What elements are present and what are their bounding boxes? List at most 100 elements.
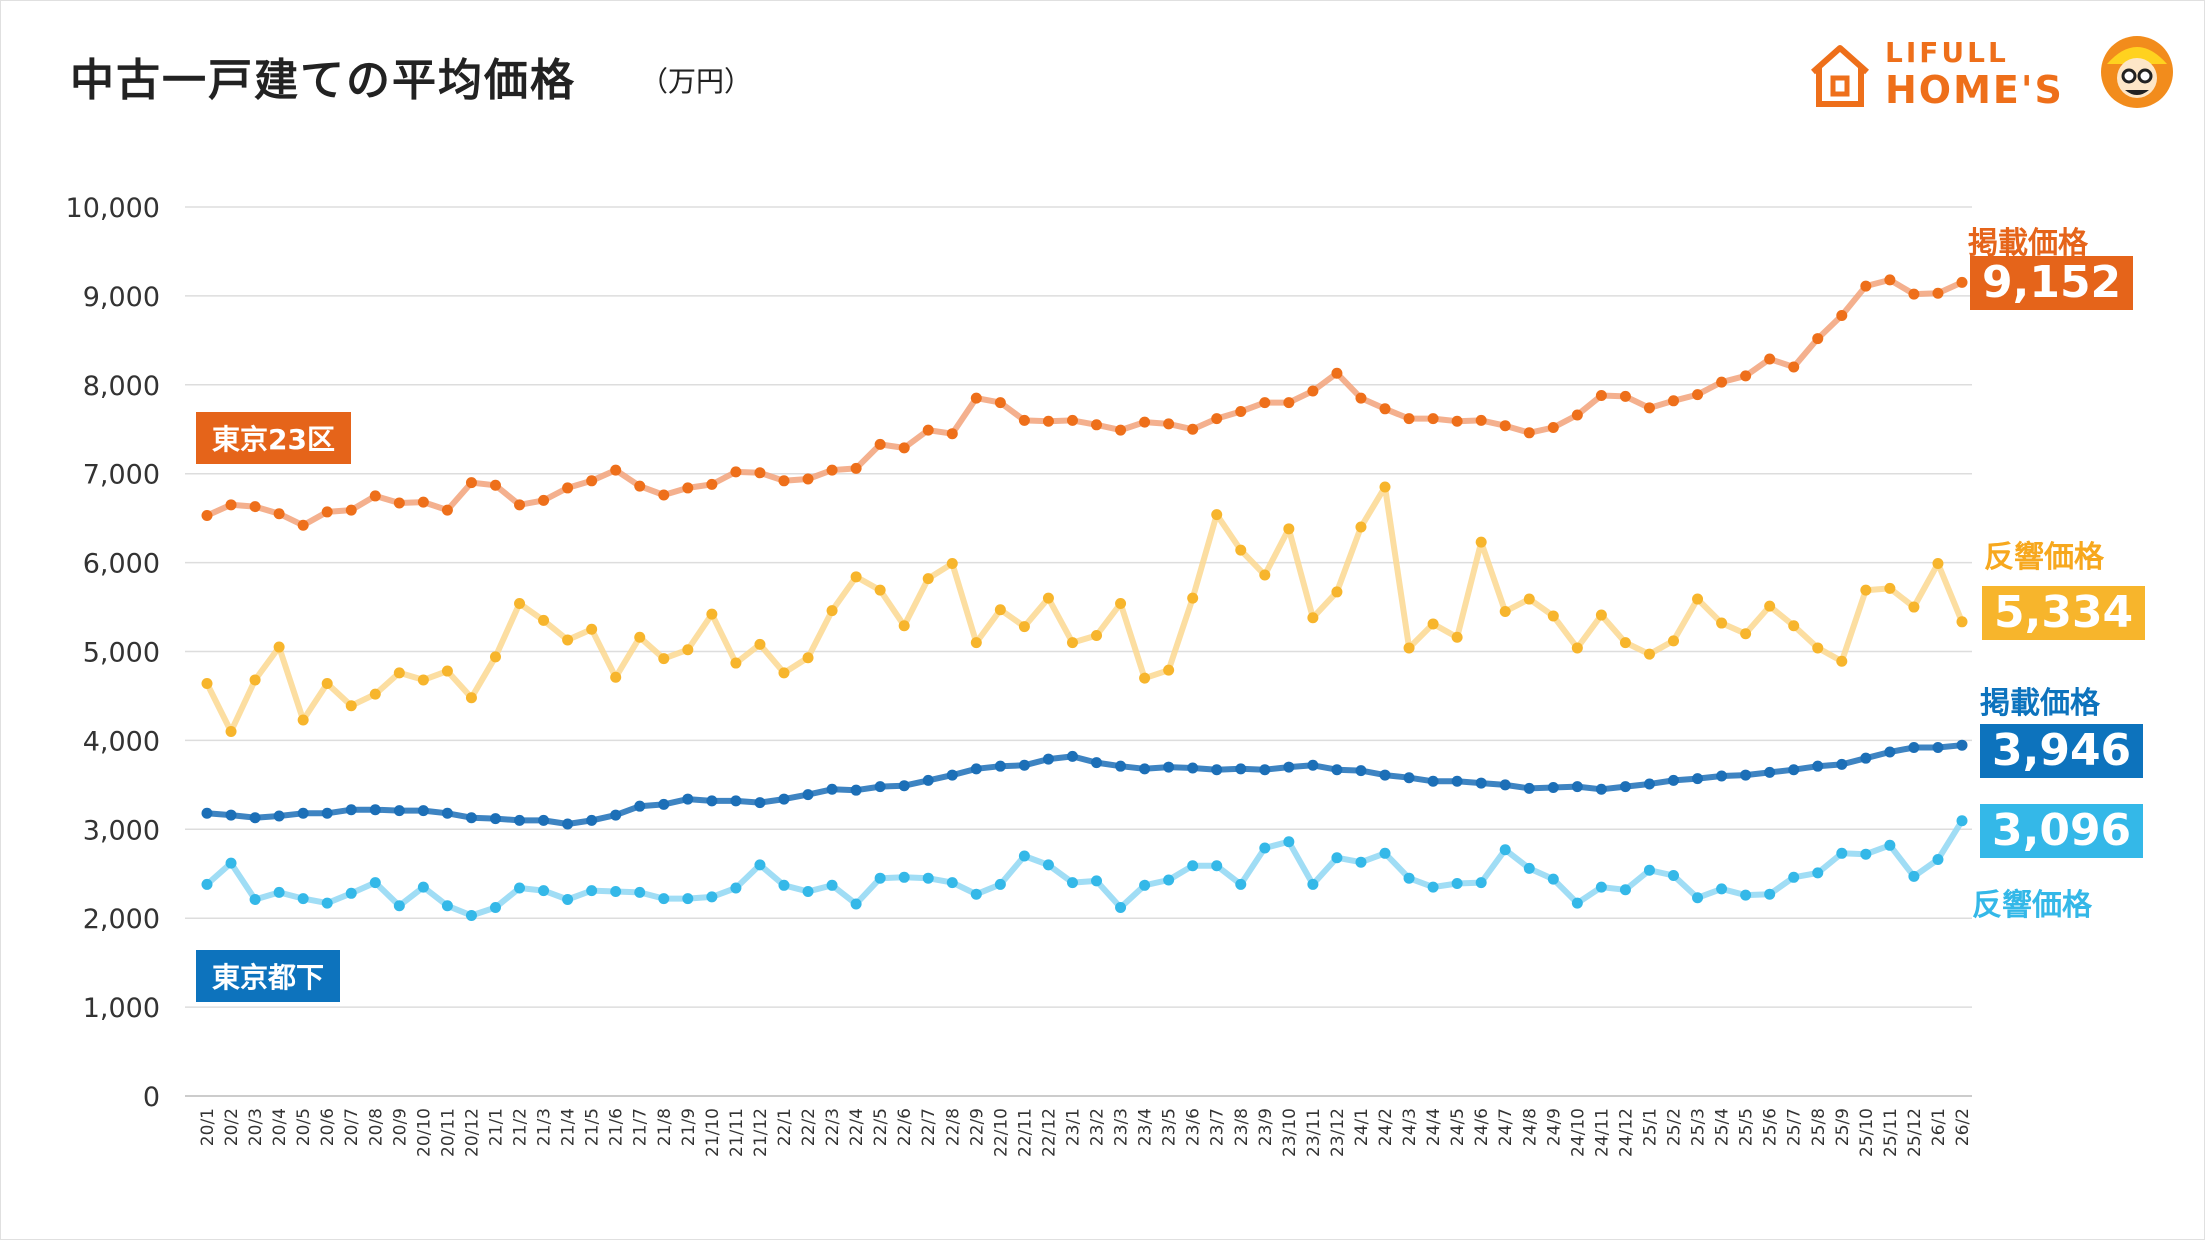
x-tick-label: 23/2 bbox=[1088, 1108, 1108, 1146]
x-tick-label: 25/2 bbox=[1665, 1108, 1685, 1146]
series-response-23-point bbox=[1499, 605, 1511, 617]
series-listing-23-point bbox=[1571, 409, 1583, 421]
series-response-23-point bbox=[1283, 523, 1295, 535]
series-response-sub-point bbox=[1307, 878, 1319, 890]
series-listing-sub-point bbox=[562, 818, 574, 830]
series-listing-23-point bbox=[898, 442, 910, 454]
x-tick-label: 22/5 bbox=[871, 1108, 891, 1146]
x-tick-label: 22/8 bbox=[943, 1108, 963, 1146]
series-listing-23-point bbox=[1018, 414, 1030, 426]
series-response-sub-point bbox=[393, 900, 405, 912]
series-response-23-point bbox=[1668, 635, 1680, 647]
x-tick-label: 24/1 bbox=[1352, 1108, 1372, 1146]
series-response-23-point bbox=[1427, 618, 1439, 630]
series-response-23-point bbox=[225, 726, 237, 738]
series-response-sub-point bbox=[610, 886, 622, 898]
series-listing-sub-point bbox=[1163, 761, 1175, 773]
y-tick-label: 5,000 bbox=[83, 638, 160, 669]
series-response-sub-point bbox=[1042, 859, 1054, 871]
y-tick-label: 4,000 bbox=[83, 726, 160, 757]
x-tick-label: 23/1 bbox=[1063, 1108, 1083, 1146]
series-response-sub-point bbox=[682, 893, 694, 905]
region-label-tokyo23: 東京23区 bbox=[196, 412, 351, 464]
series-name-listing-23: 掲載価格 bbox=[1968, 226, 2088, 261]
series-response-sub-point bbox=[1716, 883, 1728, 895]
series-response-23-point bbox=[1475, 536, 1487, 548]
series-response-sub-point bbox=[1403, 872, 1415, 884]
series-response-sub-point bbox=[898, 871, 910, 883]
series-name-listing-sub: 掲載価格 bbox=[1980, 686, 2100, 721]
house-icon bbox=[1811, 45, 1869, 107]
series-listing-sub-point bbox=[1259, 764, 1271, 776]
series-listing-sub-point bbox=[1018, 759, 1030, 771]
x-tick-label: 24/3 bbox=[1400, 1108, 1420, 1146]
series-response-sub-point bbox=[369, 877, 381, 889]
series-response-23-point bbox=[321, 678, 333, 690]
series-response-23-point bbox=[1932, 557, 1944, 569]
series-response-sub-point bbox=[1018, 850, 1030, 862]
x-tick-label: 24/9 bbox=[1544, 1108, 1564, 1146]
series-listing-23-point bbox=[1066, 414, 1078, 426]
series-listing-sub-point bbox=[1403, 772, 1415, 784]
series-listing-sub-point bbox=[1740, 769, 1752, 781]
series-response-sub-point bbox=[441, 900, 453, 912]
series-listing-23-point bbox=[994, 397, 1006, 409]
series-listing-23-point bbox=[417, 496, 429, 508]
series-listing-sub-point bbox=[297, 807, 309, 819]
series-listing-sub-point bbox=[1307, 759, 1319, 771]
series-listing-23-point bbox=[658, 489, 670, 501]
series-listing-23-point bbox=[802, 473, 814, 485]
series-listing-23-point bbox=[1451, 415, 1463, 427]
series-listing-sub-point bbox=[1812, 760, 1824, 772]
series-listing-23-point bbox=[850, 462, 862, 474]
series-listing-23-point bbox=[225, 499, 237, 511]
series-listing-sub-point bbox=[706, 795, 718, 807]
series-listing-sub-point bbox=[1547, 782, 1559, 794]
x-tick-label: 25/12 bbox=[1905, 1108, 1925, 1157]
series-response-23-point bbox=[826, 605, 838, 617]
series-listing-sub-point bbox=[345, 804, 357, 816]
y-tick-label: 9,000 bbox=[83, 282, 160, 313]
series-response-sub-point bbox=[1139, 879, 1151, 891]
x-tick-label: 21/2 bbox=[511, 1108, 531, 1146]
x-tick-label: 26/1 bbox=[1929, 1108, 1949, 1146]
series-response-sub-point bbox=[1788, 871, 1800, 883]
x-tick-label: 25/3 bbox=[1689, 1108, 1709, 1146]
series-response-sub-point bbox=[489, 902, 501, 914]
series-response-23-point bbox=[1115, 597, 1127, 609]
series-listing-23-point bbox=[1619, 390, 1631, 402]
series-listing-23-point bbox=[1932, 287, 1944, 299]
x-tick-label: 22/9 bbox=[967, 1108, 987, 1146]
series-listing-23-point bbox=[610, 464, 622, 476]
series-listing-sub-point bbox=[393, 805, 405, 817]
series-response-sub-point bbox=[1740, 889, 1752, 901]
series-listing-sub-point bbox=[1884, 746, 1896, 758]
series-listing-23-point bbox=[1475, 414, 1487, 426]
series-listing-sub-point bbox=[1595, 783, 1607, 795]
series-response-23-point bbox=[1018, 621, 1030, 633]
series-listing-23-point bbox=[441, 504, 453, 516]
series-response-23-point bbox=[1547, 610, 1559, 622]
series-response-23-point bbox=[1523, 593, 1535, 605]
series-listing-23-point bbox=[1836, 309, 1848, 321]
series-listing-23-point bbox=[297, 519, 309, 531]
x-tick-label: 22/4 bbox=[847, 1108, 867, 1146]
series-response-23-point bbox=[754, 638, 766, 650]
series-listing-sub-point bbox=[658, 798, 670, 810]
series-response-sub-point bbox=[826, 879, 838, 891]
x-tick-label: 23/11 bbox=[1304, 1108, 1324, 1157]
y-tick-label: 1,000 bbox=[83, 993, 160, 1024]
series-response-23-point bbox=[1091, 629, 1103, 641]
series-listing-sub-point bbox=[802, 789, 814, 801]
series-listing-sub-point bbox=[754, 797, 766, 809]
x-tick-label: 22/11 bbox=[1015, 1108, 1035, 1157]
x-tick-label: 20/12 bbox=[462, 1108, 482, 1157]
x-tick-label: 21/4 bbox=[559, 1108, 579, 1146]
series-response-23-point bbox=[1403, 642, 1415, 654]
series-response-23-point bbox=[1716, 617, 1728, 629]
series-listing-23-point bbox=[1115, 424, 1127, 436]
series-response-sub-point bbox=[1355, 856, 1367, 868]
series-response-sub-point bbox=[1283, 836, 1295, 848]
series-response-sub-point bbox=[1571, 897, 1583, 909]
series-listing-sub-point bbox=[1379, 769, 1391, 781]
